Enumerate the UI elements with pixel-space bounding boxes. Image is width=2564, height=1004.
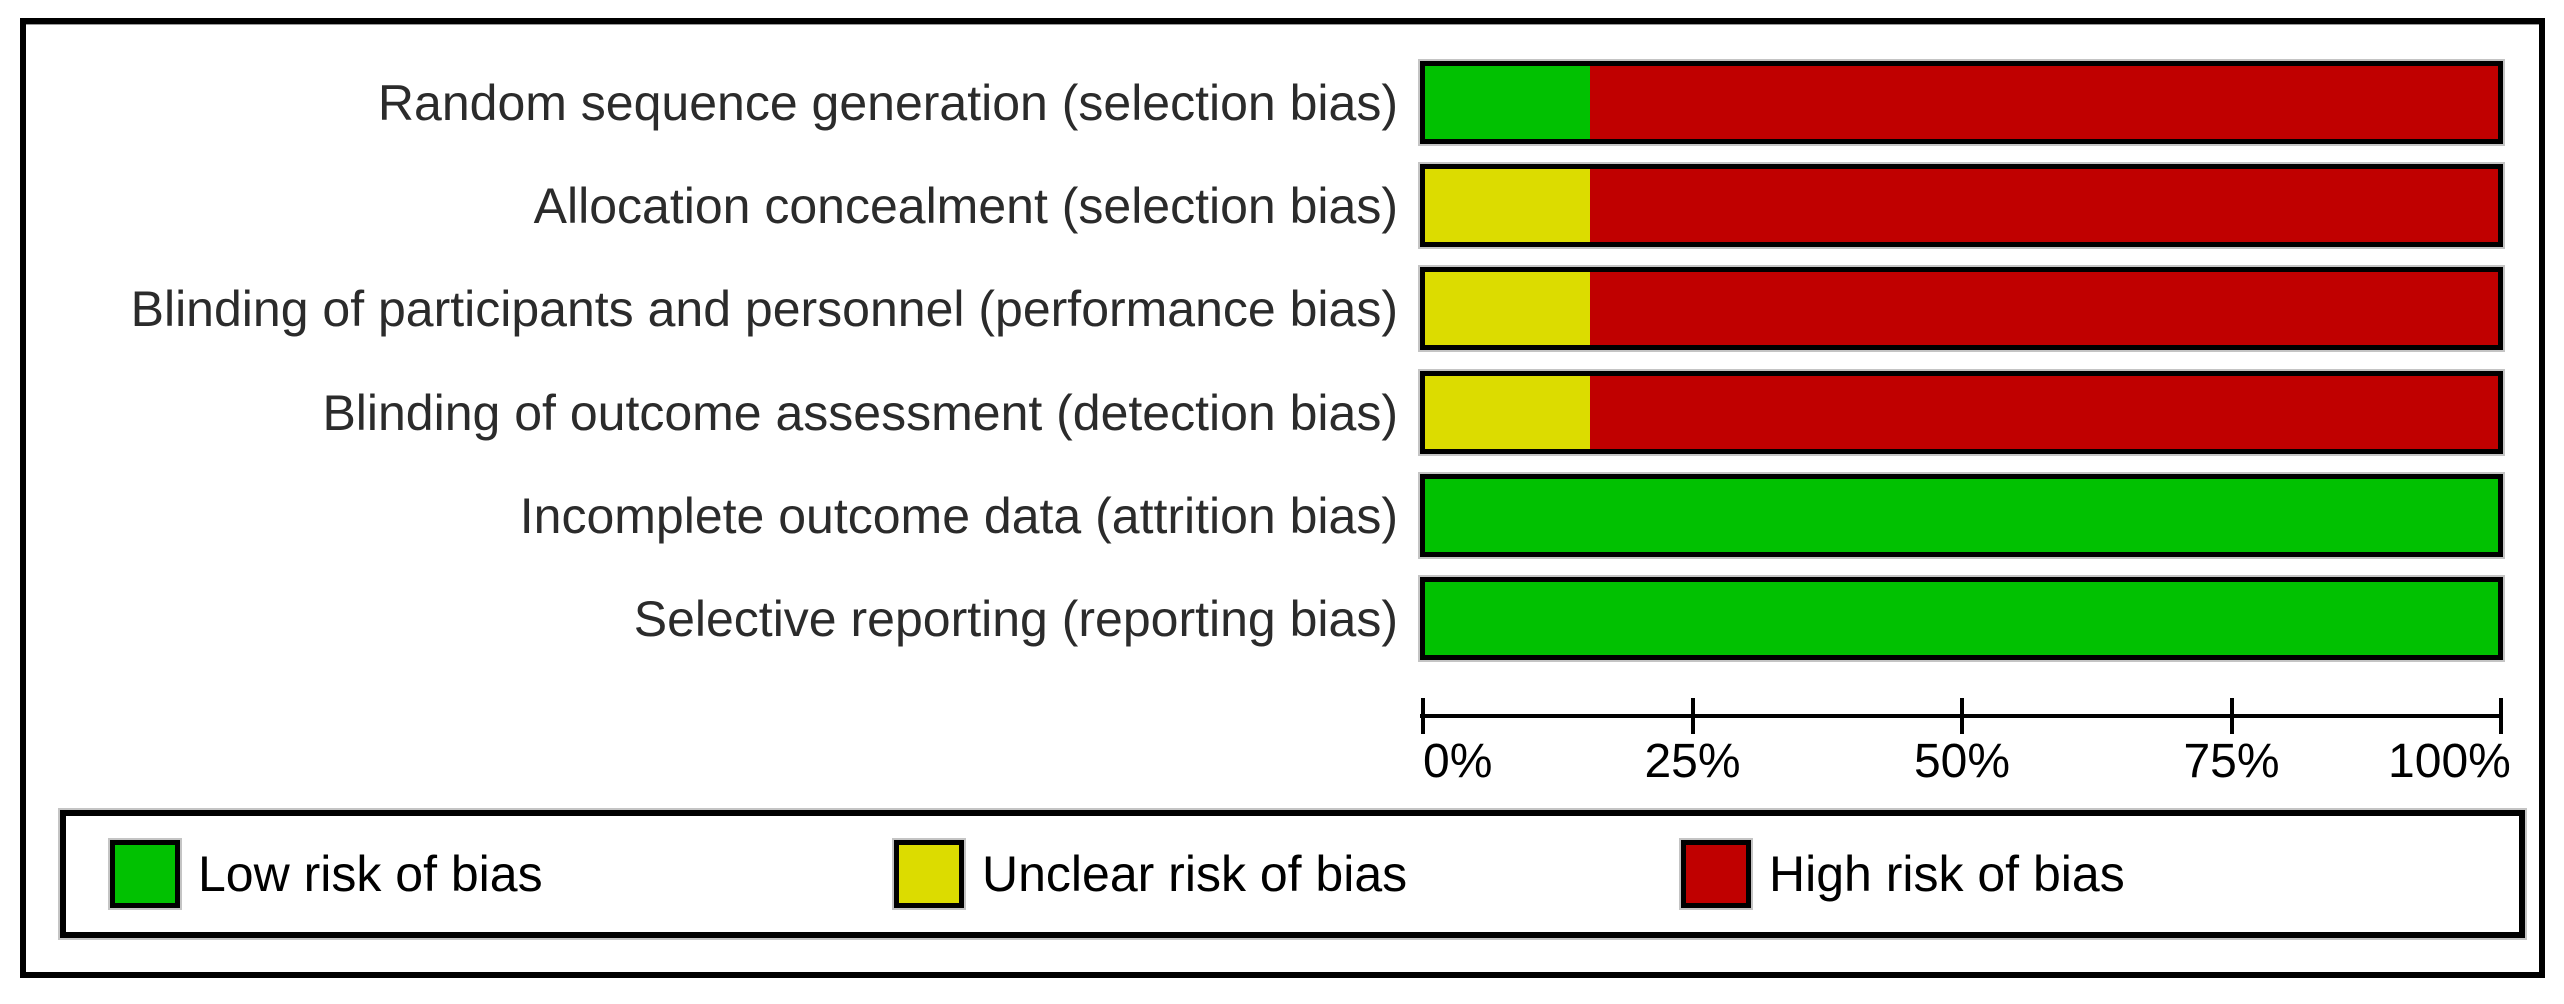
- x-axis-tick: [1421, 698, 1425, 734]
- bias-domain-label: Blinding of participants and personnel (…: [130, 280, 1398, 337]
- bar-segment-low: [1425, 479, 2498, 552]
- bias-domain-row: Random sequence generation (selection bi…: [0, 59, 2564, 146]
- x-axis-tick: [2229, 698, 2234, 734]
- stacked-bar: [1418, 575, 2505, 662]
- stacked-bar: [1418, 472, 2505, 559]
- stacked-bar: [1418, 265, 2505, 352]
- bias-domain-row: Incomplete outcome data (attrition bias): [0, 472, 2564, 559]
- x-axis-tick-label: 25%: [1644, 735, 1741, 788]
- legend-box: Low risk of bias Unclear risk of bias High…: [58, 808, 2527, 940]
- bar-segment-unclear: [1425, 376, 1591, 449]
- bar-segment-high: [1590, 376, 2498, 449]
- legend-label: Unclear risk of bias: [982, 846, 1408, 902]
- x-axis-tick: [2499, 698, 2503, 734]
- bar-segment-low: [1425, 582, 2498, 655]
- legend-item: High risk of bias: [1679, 816, 2125, 932]
- bar-segment-unclear: [1425, 272, 1591, 345]
- bias-domain-label: Blinding of outcome assessment (detectio…: [322, 384, 1398, 441]
- x-axis-tick-label: 75%: [2183, 735, 2280, 788]
- bar-segment-high: [1590, 169, 2498, 242]
- bar-segment-high: [1590, 66, 2498, 139]
- x-axis-tick-label: 0%: [1423, 735, 1493, 788]
- stacked-bar: [1418, 59, 2505, 146]
- legend-swatch-high-icon: [1679, 838, 1753, 910]
- x-axis-tick: [1960, 698, 1964, 734]
- bias-domain-label: Random sequence generation (selection bi…: [377, 74, 1398, 131]
- bias-domain-row: Blinding of outcome assessment (detectio…: [0, 369, 2564, 456]
- bias-domain-row: Selective reporting (reporting bias): [0, 575, 2564, 662]
- x-axis-tick: [1690, 698, 1695, 734]
- stacked-bar: [1418, 162, 2505, 249]
- legend-swatch-unclear-icon: [892, 838, 966, 910]
- legend-item: Unclear risk of bias: [892, 816, 1408, 932]
- bar-segment-low: [1425, 66, 1591, 139]
- stacked-bar: [1418, 369, 2505, 456]
- x-axis-tick-label: 50%: [1913, 735, 2011, 788]
- legend-item: Low risk of bias: [108, 816, 543, 932]
- legend-swatch-low-icon: [108, 838, 182, 910]
- bias-domain-label: Selective reporting (reporting bias): [633, 590, 1398, 647]
- legend-label: High risk of bias: [1769, 846, 2125, 902]
- bias-domain-label: Allocation concealment (selection bias): [533, 177, 1398, 234]
- bias-domain-row: Allocation concealment (selection bias): [0, 162, 2564, 249]
- bias-domain-row: Blinding of participants and personnel (…: [0, 265, 2564, 352]
- legend-label: Low risk of bias: [198, 846, 543, 902]
- x-axis-tick-label: 100%: [2388, 735, 2511, 788]
- bar-segment-high: [1590, 272, 2498, 345]
- bias-domain-label: Incomplete outcome data (attrition bias): [519, 487, 1398, 544]
- bar-segment-unclear: [1425, 169, 1591, 242]
